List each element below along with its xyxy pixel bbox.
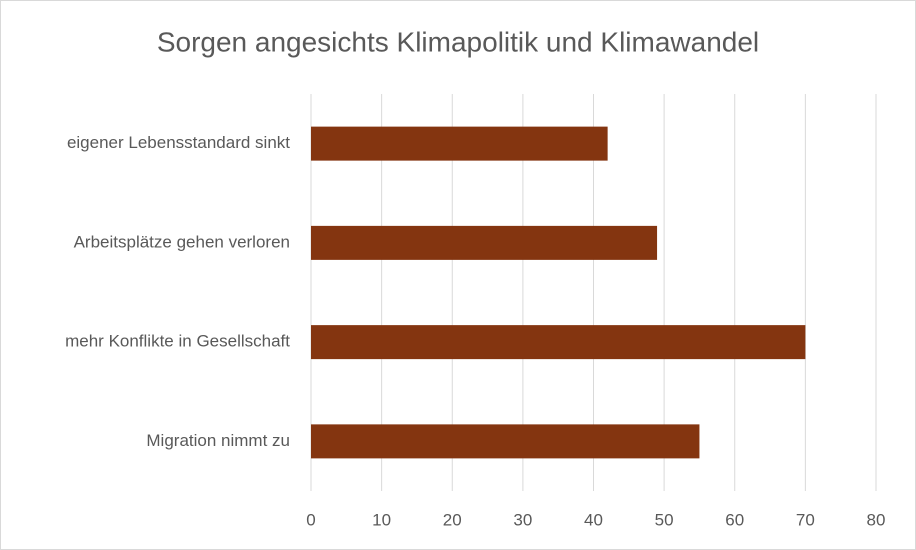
x-tick-label: 50: [655, 510, 674, 529]
x-tick-label: 60: [725, 510, 744, 529]
y-tick-label: Arbeitsplätze gehen verloren: [74, 232, 290, 251]
bar: [311, 424, 700, 459]
y-tick-label: eigener Lebensstandard sinkt: [67, 133, 290, 152]
bar: [311, 225, 658, 260]
y-tick-label: mehr Konflikte in Gesellschaft: [65, 332, 290, 351]
x-tick-label: 80: [867, 510, 886, 529]
bar: [311, 126, 608, 161]
bar: [311, 325, 806, 360]
x-tick-label: 70: [796, 510, 815, 529]
chart-title: Sorgen angesichts Klimapolitik und Klima…: [157, 26, 759, 57]
x-tick-label: 40: [584, 510, 603, 529]
y-tick-label: Migration nimmt zu: [146, 431, 290, 450]
x-tick-label: 10: [372, 510, 391, 529]
x-tick-label: 30: [513, 510, 532, 529]
x-tick-label: 20: [443, 510, 462, 529]
x-tick-label: 0: [306, 510, 315, 529]
